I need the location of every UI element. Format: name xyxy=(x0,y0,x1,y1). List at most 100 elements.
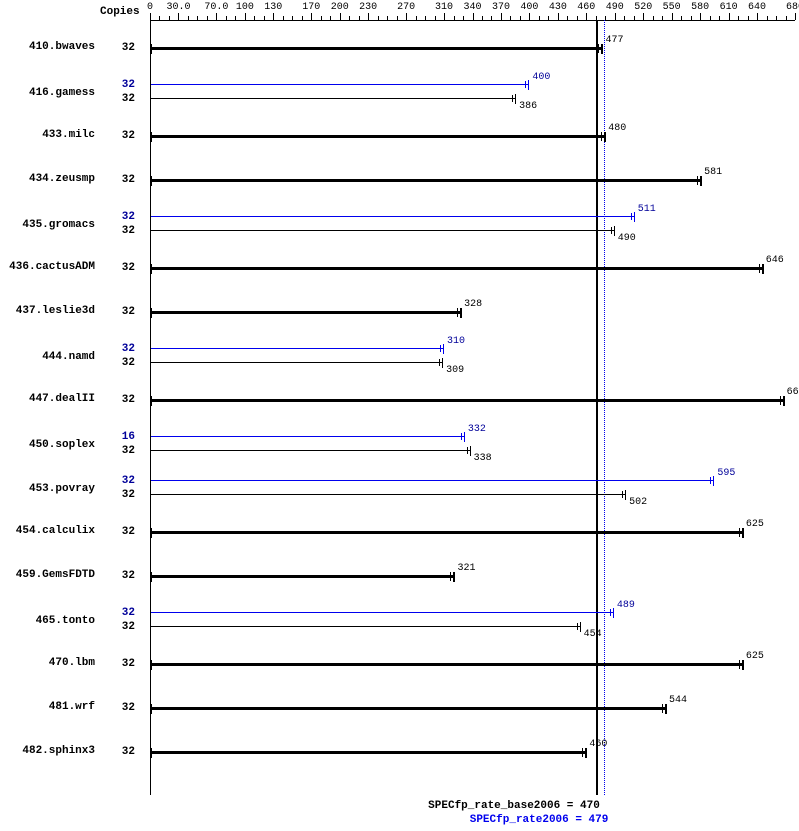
axis-major-tick xyxy=(501,13,502,20)
bar-value-label: 646 xyxy=(766,255,784,266)
base-bar xyxy=(150,135,605,138)
axis-tick-label: 490 xyxy=(606,2,624,13)
base-bar xyxy=(150,751,586,754)
bar-end-tick xyxy=(439,359,440,366)
benchmark-label: 459.GemsFDTD xyxy=(5,569,95,581)
copies-value: 32 xyxy=(105,489,135,501)
benchmark-label: 470.lbm xyxy=(5,657,95,669)
axis-major-tick xyxy=(529,13,530,20)
benchmark-label: 482.sphinx3 xyxy=(5,745,95,757)
axis-major-tick xyxy=(643,13,644,20)
peak-bar xyxy=(150,612,614,613)
bar-end-tick xyxy=(759,264,760,273)
axis-minor-tick xyxy=(681,16,682,20)
base-bar xyxy=(150,267,763,270)
copies-value: 32 xyxy=(105,746,135,758)
axis-baseline xyxy=(150,20,795,21)
bar-value-label: 460 xyxy=(589,739,607,750)
bar-value-label: 625 xyxy=(746,519,764,530)
bar-end-cap xyxy=(515,94,516,104)
axis-minor-tick xyxy=(264,16,265,20)
base-bar xyxy=(150,179,701,182)
bar-end-cap xyxy=(585,748,587,758)
axis-major-tick xyxy=(615,13,616,20)
axis-tick-label: 200 xyxy=(331,2,349,13)
axis-minor-tick xyxy=(691,16,692,20)
copies-value: 32 xyxy=(105,570,135,582)
bar-end-cap xyxy=(625,490,626,500)
bar-value-label: 328 xyxy=(464,299,482,310)
axis-minor-tick xyxy=(387,16,388,20)
axis-tick-label: 230 xyxy=(359,2,377,13)
axis-minor-tick xyxy=(159,16,160,20)
axis-minor-tick xyxy=(283,16,284,20)
axis-minor-tick xyxy=(539,16,540,20)
bar-end-cap xyxy=(604,132,606,142)
bar-end-tick xyxy=(739,528,740,537)
axis-major-tick xyxy=(586,13,587,20)
benchmark-label: 447.dealII xyxy=(5,393,95,405)
plot-left-border xyxy=(150,20,151,795)
axis-minor-tick xyxy=(454,16,455,20)
bar-end-tick xyxy=(739,660,740,669)
axis-minor-tick xyxy=(634,16,635,20)
bar-end-tick xyxy=(662,704,663,713)
bar-end-cap xyxy=(528,80,529,90)
bar-end-cap xyxy=(580,622,581,632)
axis-major-tick xyxy=(150,13,151,20)
axis-minor-tick xyxy=(510,16,511,20)
bar-value-label: 332 xyxy=(468,424,486,435)
axis-minor-tick xyxy=(624,16,625,20)
copies-value: 32 xyxy=(105,621,135,633)
axis-minor-tick xyxy=(378,16,379,20)
copies-value: 32 xyxy=(105,174,135,186)
axis-tick-label: 550 xyxy=(663,2,681,13)
copies-value: 32 xyxy=(105,225,135,237)
copies-value: 32 xyxy=(105,130,135,142)
axis-major-tick xyxy=(178,13,179,20)
axis-minor-tick xyxy=(349,16,350,20)
axis-tick-label: 580 xyxy=(691,2,709,13)
bar-end-tick xyxy=(697,176,698,185)
bar-end-cap xyxy=(464,432,465,442)
bar-end-tick xyxy=(577,623,578,630)
copies-value: 32 xyxy=(105,93,135,105)
bar-value-label: 321 xyxy=(457,563,475,574)
peak-bar xyxy=(150,480,714,481)
axis-minor-tick xyxy=(767,16,768,20)
axis-minor-tick xyxy=(719,16,720,20)
peak-bar xyxy=(150,348,444,349)
axis-major-tick xyxy=(795,13,796,20)
benchmark-label: 416.gamess xyxy=(5,87,95,99)
benchmark-label: 433.milc xyxy=(5,129,95,141)
copies-value: 32 xyxy=(105,306,135,318)
axis-minor-tick xyxy=(776,16,777,20)
benchmark-label: 437.leslie3d xyxy=(5,305,95,317)
bar-end-cap xyxy=(665,704,667,714)
axis-tick-label: 310 xyxy=(435,2,453,13)
axis-tick-label: 270 xyxy=(397,2,415,13)
axis-minor-tick xyxy=(710,16,711,20)
base-bar xyxy=(150,707,666,710)
axis-minor-tick xyxy=(786,16,787,20)
benchmark-label: 450.soplex xyxy=(5,439,95,451)
axis-major-tick xyxy=(473,13,474,20)
axis-major-tick xyxy=(340,13,341,20)
copies-value: 32 xyxy=(105,343,135,355)
peak-bar xyxy=(150,436,465,437)
base-bar xyxy=(150,230,615,231)
bar-end-tick xyxy=(598,44,599,53)
copies-header: Copies xyxy=(100,6,140,18)
axis-tick-label: 0 xyxy=(147,2,153,13)
bar-end-cap xyxy=(700,176,702,186)
bar-end-tick xyxy=(601,132,602,141)
bar-value-label: 668 xyxy=(787,387,799,398)
copies-value: 32 xyxy=(105,79,135,91)
bar-end-cap xyxy=(614,226,615,236)
copies-value: 32 xyxy=(105,262,135,274)
axis-minor-tick xyxy=(207,16,208,20)
bar-end-cap xyxy=(783,396,785,406)
copies-value: 32 xyxy=(105,357,135,369)
axis-tick-label: 130 xyxy=(264,2,282,13)
axis-minor-tick xyxy=(738,16,739,20)
